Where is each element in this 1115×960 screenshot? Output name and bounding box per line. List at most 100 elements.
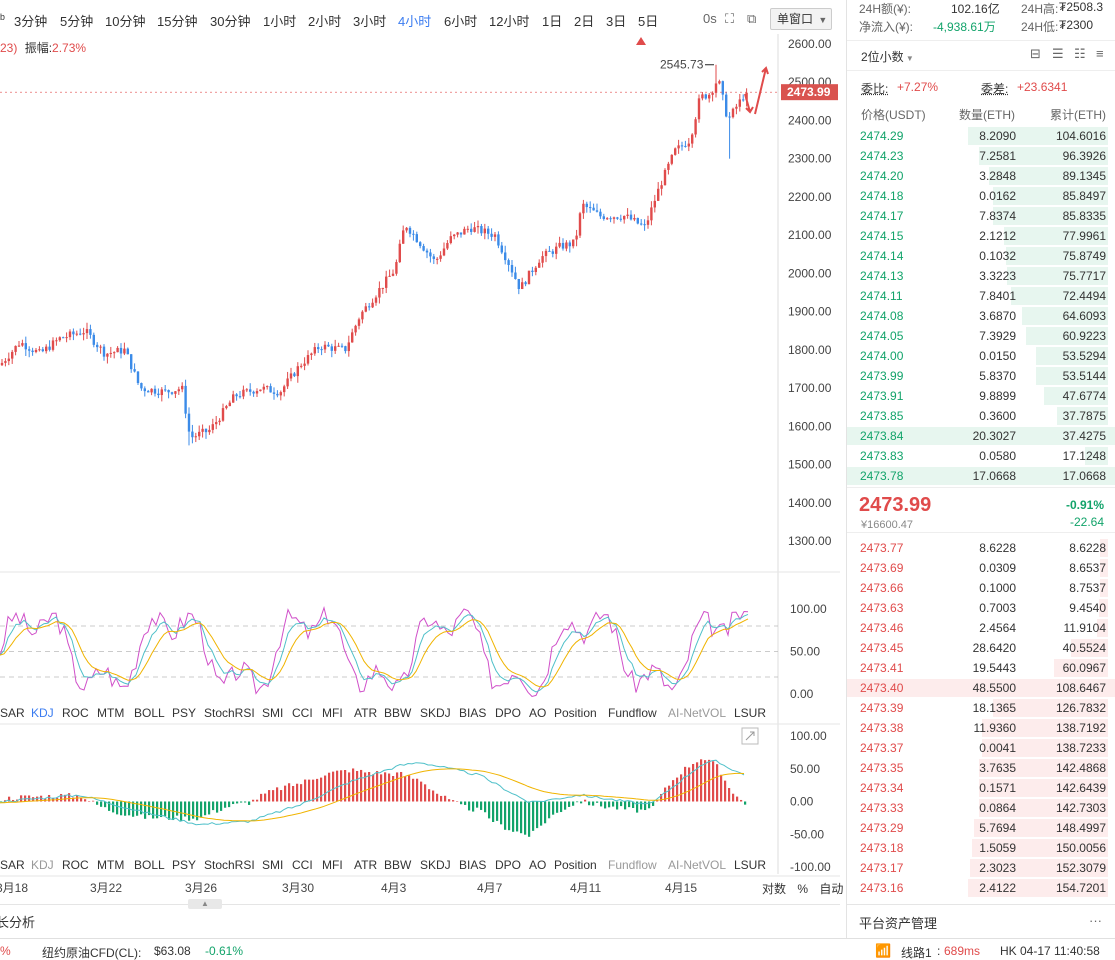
timeframe-4[interactable]: 30分钟 (210, 14, 251, 29)
indicator2-tab-9[interactable]: MFI (322, 858, 343, 872)
indicator2-tab-2[interactable]: ROC (62, 858, 89, 872)
indicator2-tab-19[interactable]: LSUR (734, 858, 767, 872)
analysis-tab[interactable]: 长分析 (0, 915, 36, 930)
ask-row[interactable]: 2473.63 0.7003 9.4540 (847, 598, 1115, 618)
ask-row[interactable]: 2473.34 0.1571 142.6439 (847, 778, 1115, 798)
ask-row[interactable]: 2473.37 0.0041 138.7233 (847, 738, 1115, 758)
indicator1-tab-1[interactable]: KDJ (31, 706, 54, 720)
bid-row[interactable]: 2474.05 7.3929 60.9223 (847, 326, 1115, 346)
indicator2-tab-11[interactable]: BBW (384, 858, 412, 872)
bid-row[interactable]: 2474.00 0.0150 53.5294 (847, 346, 1115, 366)
indicator2-tab-0[interactable]: SAR (0, 858, 25, 872)
indicator2-tab-6[interactable]: StochRSI (204, 858, 255, 872)
indicator1-tab-19[interactable]: LSUR (734, 706, 767, 720)
ask-row[interactable]: 2473.66 0.1000 8.7537 (847, 578, 1115, 598)
bid-row[interactable]: 2474.08 3.6870 64.6093 (847, 306, 1115, 326)
bid-row[interactable]: 2473.99 5.8370 53.5144 (847, 366, 1115, 386)
timeframe-13[interactable]: 3日 (606, 14, 627, 29)
bid-row[interactable]: 2474.14 0.1032 75.8749 (847, 246, 1115, 266)
timeframe-11[interactable]: 1日 (542, 14, 563, 29)
layout-asks-icon[interactable]: ☷ (1074, 46, 1086, 61)
timeframe-10[interactable]: 12小时 (489, 14, 530, 29)
indicator2-tab-10[interactable]: ATR (354, 858, 378, 872)
indicator1-tab-9[interactable]: MFI (322, 706, 343, 720)
indicator1-tab-5[interactable]: PSY (172, 706, 197, 720)
ticker-name[interactable]: 纽约原油CFD(CL): (42, 946, 142, 960)
indicator2-tab-4[interactable]: BOLL (134, 858, 165, 872)
bid-row[interactable]: 2474.20 3.2848 89.1345 (847, 166, 1115, 186)
indicator1-tab-10[interactable]: ATR (354, 706, 378, 720)
indicator1-tab-11[interactable]: BBW (384, 706, 412, 720)
indicator2-tab-18[interactable]: AI-NetVOL (668, 858, 727, 872)
bid-row[interactable]: 2474.11 7.8401 72.4494 (847, 286, 1115, 306)
indicator2-tab-13[interactable]: BIAS (459, 858, 487, 872)
fullscreen-icon[interactable]: ⛶ (725, 11, 735, 26)
layout-bids-icon[interactable]: ☰ (1052, 46, 1064, 61)
ask-row[interactable]: 2473.39 18.1365 126.7832 (847, 698, 1115, 718)
ask-row[interactable]: 2473.46 2.4564 11.9104 (847, 618, 1115, 638)
bid-row[interactable]: 2473.83 0.0580 17.1248 (847, 446, 1115, 466)
indicator1-tab-8[interactable]: CCI (292, 706, 313, 720)
bid-row[interactable]: 2473.78 17.0668 17.0668 (847, 466, 1115, 486)
indicator1-tab-3[interactable]: MTM (97, 706, 125, 720)
indicator1-tab-0[interactable]: SAR (0, 706, 25, 720)
indicator1-tab-4[interactable]: BOLL (134, 706, 165, 720)
indicator1-tab-7[interactable]: SMI (262, 706, 284, 720)
indicator1-tab-13[interactable]: BIAS (459, 706, 487, 720)
timeframe-2[interactable]: 10分钟 (105, 14, 146, 29)
indicator1-tab-2[interactable]: ROC (62, 706, 89, 720)
precision-select[interactable]: 2位小数 ▼ (861, 50, 914, 64)
indicator1-tab-15[interactable]: AO (529, 706, 547, 720)
ask-row[interactable]: 2473.38 11.9360 138.7192 (847, 718, 1115, 738)
ask-row[interactable]: 2473.69 0.0309 8.6537 (847, 558, 1115, 578)
indicator2-tab-3[interactable]: MTM (97, 858, 125, 872)
collapse-handle[interactable]: ▲ (188, 899, 222, 909)
ask-row[interactable]: 2473.40 48.5500 108.6467 (847, 678, 1115, 698)
ask-row[interactable]: 2473.45 28.6420 40.5524 (847, 638, 1115, 658)
bid-row[interactable]: 2474.15 2.1212 77.9961 (847, 226, 1115, 246)
layout-both-icon[interactable]: ⊟ (1030, 46, 1041, 61)
indicator2-tab-7[interactable]: SMI (262, 858, 284, 872)
route-label[interactable]: 线路1 (901, 946, 932, 960)
indicator2-tab-14[interactable]: DPO (495, 858, 522, 872)
window-mode-select[interactable]: 单窗口 ▼ (770, 8, 832, 30)
ask-row[interactable]: 2473.16 2.4122 154.7201 (847, 878, 1115, 898)
percent-scale-toggle[interactable]: % (797, 882, 809, 896)
indicator1-tab-6[interactable]: StochRSI (204, 706, 255, 720)
ask-row[interactable]: 2473.35 3.7635 142.4868 (847, 758, 1115, 778)
indicator2-tab-12[interactable]: SKDJ (420, 858, 451, 872)
layout-list-icon[interactable]: ≡ (1096, 46, 1104, 61)
timeframe-7[interactable]: 3小时 (353, 14, 387, 29)
indicator2-tab-15[interactable]: AO (529, 858, 547, 872)
ask-row[interactable]: 2473.77 8.6228 8.6228 (847, 538, 1115, 558)
bid-row[interactable]: 2473.84 20.3027 37.4275 (847, 426, 1115, 446)
bid-row[interactable]: 2474.17 7.8374 85.8335 (847, 206, 1115, 226)
price-chart[interactable]: 2600.002500.002400.002300.002200.002100.… (0, 34, 840, 904)
asset-management-link[interactable]: 平台资产管理 (859, 916, 938, 931)
timeframe-3[interactable]: 15分钟 (157, 14, 198, 29)
bid-row[interactable]: 2473.85 0.3600 37.7875 (847, 406, 1115, 426)
indicator1-tab-17[interactable]: Fundflow (608, 706, 657, 720)
timeframe-8[interactable]: 4小时 (398, 14, 432, 29)
popout-icon[interactable]: ⧉ (747, 11, 757, 26)
expand-pane-icon[interactable] (741, 727, 759, 745)
timeframe-12[interactable]: 2日 (574, 14, 595, 29)
ask-row[interactable]: 2473.33 0.0864 142.7303 (847, 798, 1115, 818)
timeframe-0[interactable]: 3分钟 (14, 14, 48, 29)
indicator1-tab-12[interactable]: SKDJ (420, 706, 451, 720)
timeframe-1[interactable]: 5分钟 (60, 14, 94, 29)
indicator2-tab-1[interactable]: KDJ (31, 858, 54, 872)
auto-scale-toggle[interactable]: 自动 (819, 882, 844, 896)
indicator1-tab-16[interactable]: Position (554, 706, 597, 720)
timeframe-6[interactable]: 2小时 (308, 14, 342, 29)
more-icon[interactable]: ··· (1089, 913, 1102, 928)
indicator2-tab-16[interactable]: Position (554, 858, 597, 872)
bid-row[interactable]: 2474.13 3.3223 75.7717 (847, 266, 1115, 286)
ask-row[interactable]: 2473.18 1.5059 150.0056 (847, 838, 1115, 858)
indicator2-tab-8[interactable]: CCI (292, 858, 313, 872)
indicator2-tab-5[interactable]: PSY (172, 858, 197, 872)
indicator1-tab-14[interactable]: DPO (495, 706, 522, 720)
bid-row[interactable]: 2474.29 8.2090 104.6016 (847, 126, 1115, 146)
timeframe-14[interactable]: 5日 (638, 14, 659, 29)
bid-row[interactable]: 2474.18 0.0162 85.8497 (847, 186, 1115, 206)
